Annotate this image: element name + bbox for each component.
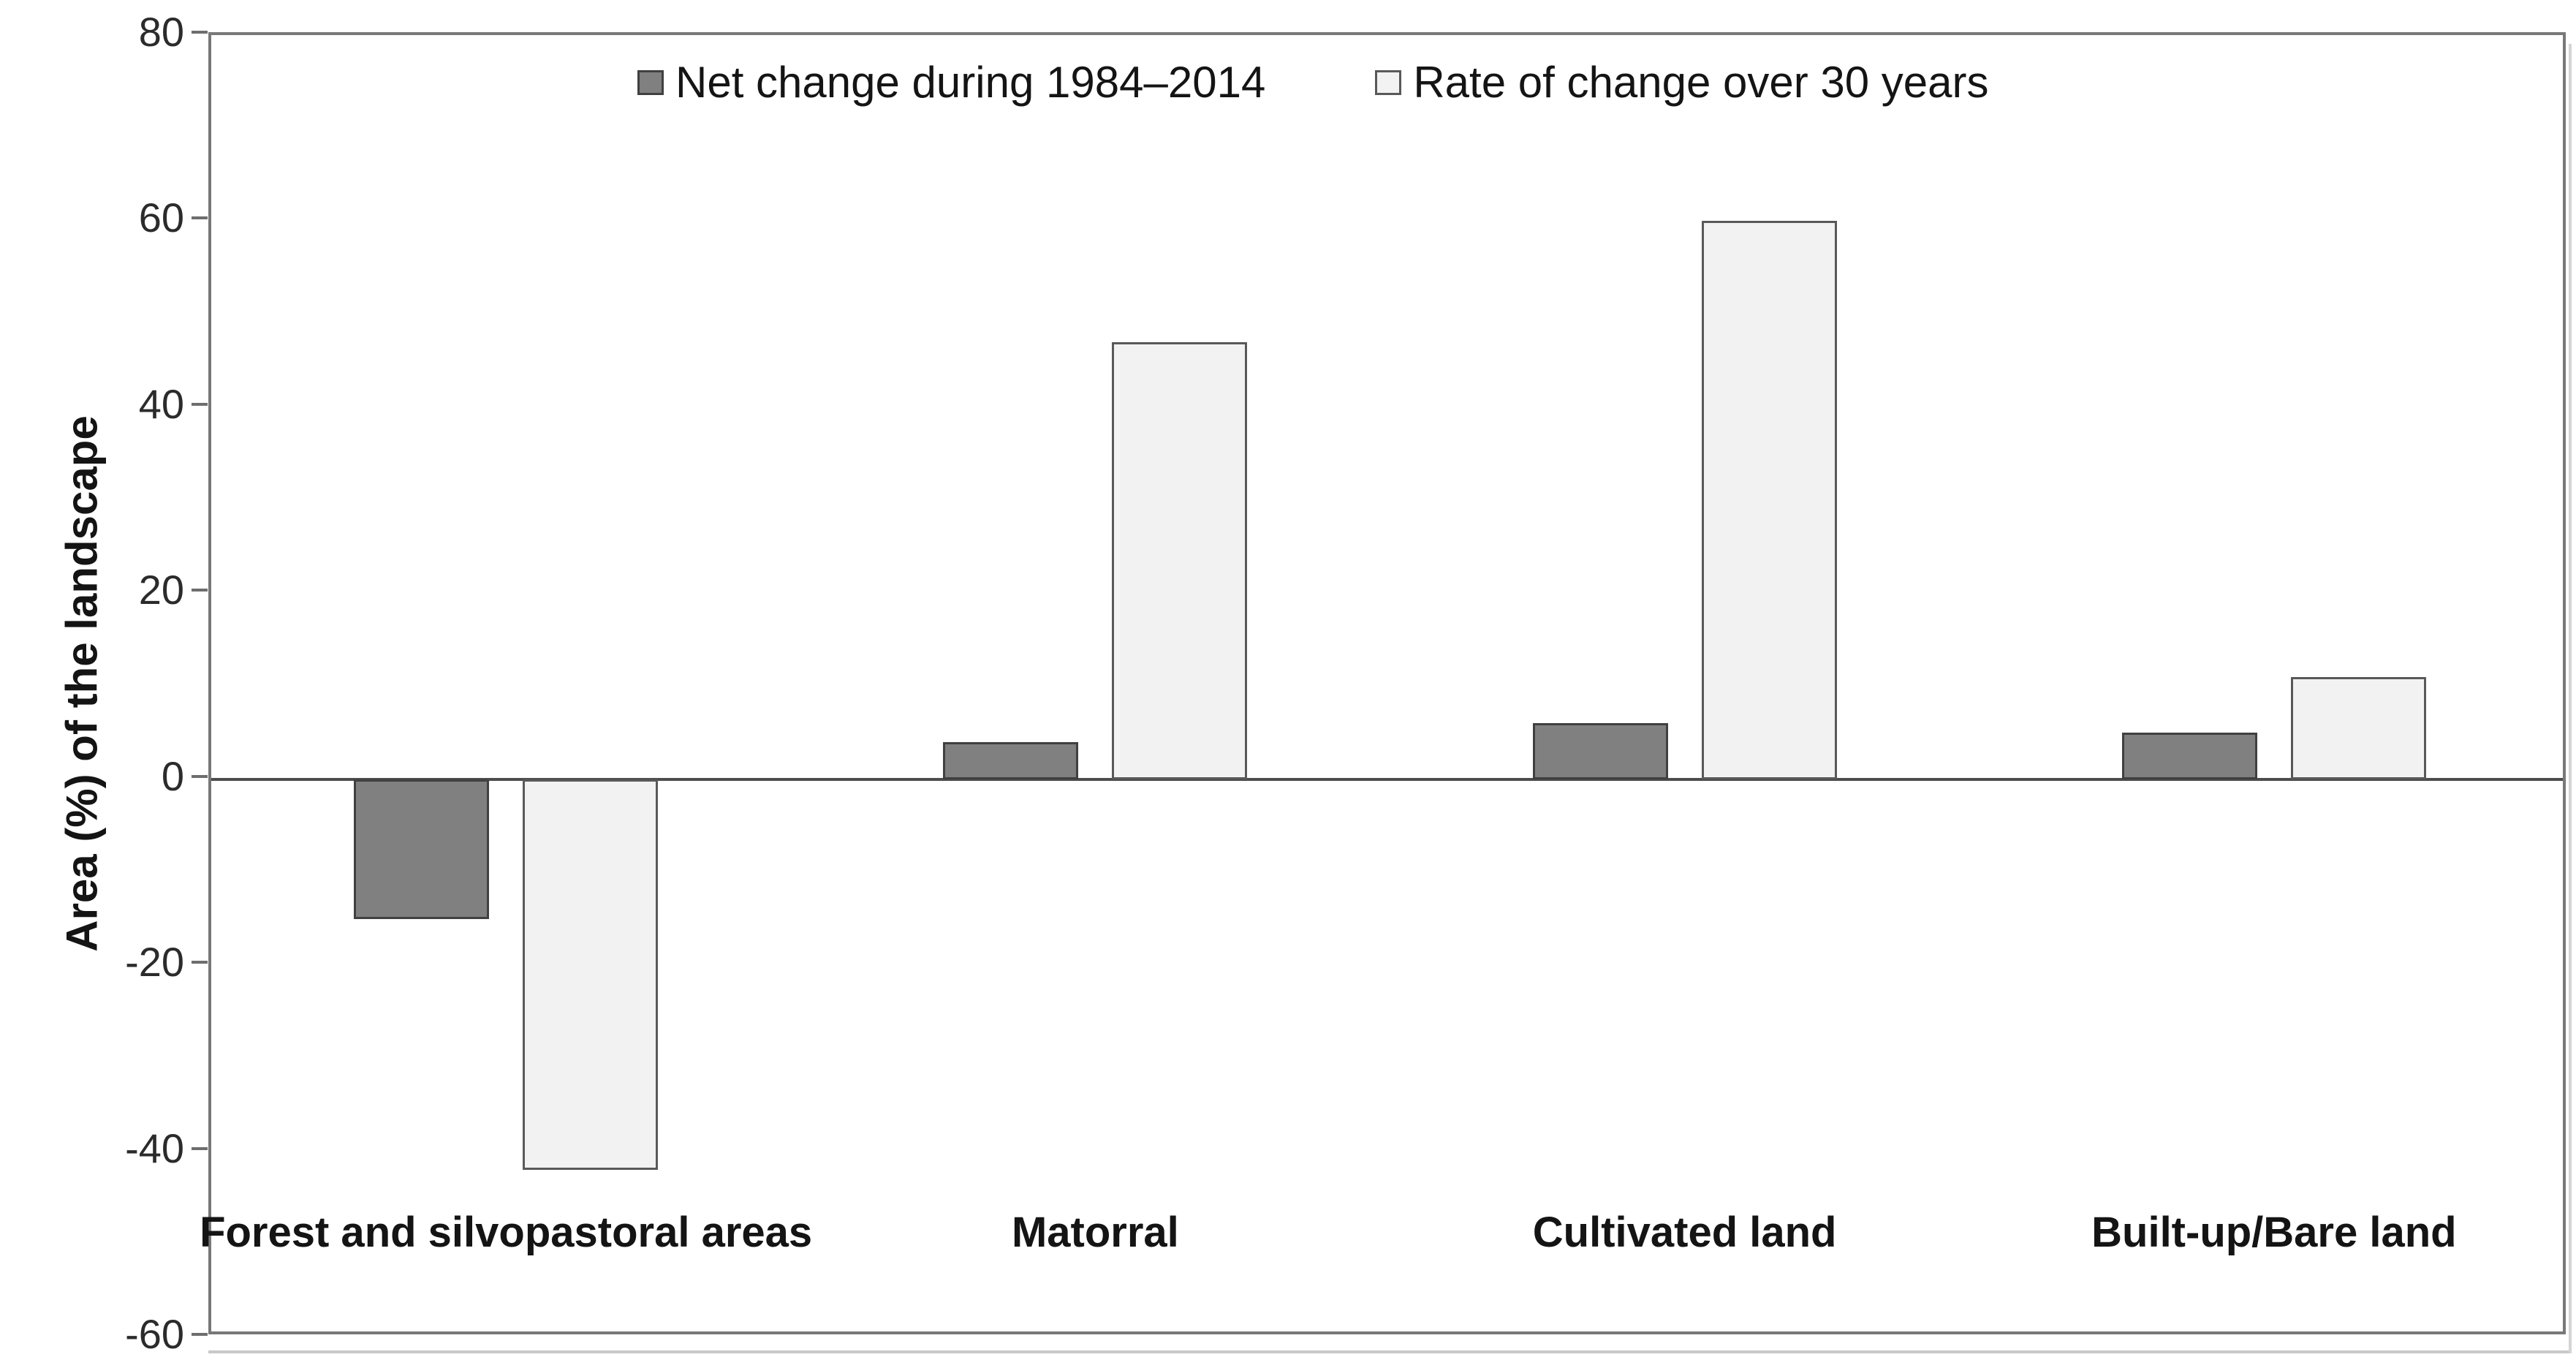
legend-marker-icon — [637, 69, 664, 95]
frame-shadow-right — [2569, 44, 2572, 1353]
y-tick-mark — [192, 31, 208, 34]
legend-label: Rate of change over 30 years — [1413, 58, 1989, 107]
y-tick-label: -40 — [125, 1125, 184, 1171]
y-tick-mark — [192, 1146, 208, 1150]
y-tick-mark — [192, 402, 208, 406]
y-tick-label: -60 — [125, 1311, 184, 1357]
y-tick-mark — [192, 774, 208, 778]
legend-item: Rate of change over 30 years — [1375, 57, 1989, 107]
y-tick-label: 0 — [161, 752, 184, 799]
y-tick-label: 80 — [138, 9, 184, 55]
bar-series0-cat2 — [1532, 723, 1668, 779]
legend: Net change during 1984–2014 Rate of chang… — [637, 57, 1989, 107]
bar-series1-cat0 — [523, 779, 659, 1170]
y-axis-title: Area (%) of the landscape — [57, 415, 107, 952]
x-category-label: Matorral — [1011, 1209, 1179, 1256]
y-tick-label: -20 — [125, 939, 184, 986]
legend-marker-icon — [1375, 69, 1402, 95]
y-tick-mark — [192, 589, 208, 592]
y-tick-mark — [192, 216, 208, 220]
bar-series1-cat2 — [1701, 221, 1837, 779]
zero-baseline — [211, 777, 2563, 781]
y-tick-label: 40 — [138, 380, 184, 427]
legend-label: Net change during 1984–2014 — [675, 58, 1266, 107]
legend-item: Net change during 1984–2014 — [637, 57, 1265, 107]
y-tick-mark — [192, 1333, 208, 1336]
bar-series1-cat3 — [2290, 676, 2426, 779]
x-category-label: Cultivated land — [1532, 1209, 1837, 1256]
frame-shadow-bottom — [208, 1350, 2571, 1353]
y-tick-label: 60 — [138, 194, 184, 241]
bar-series0-cat3 — [2121, 733, 2257, 779]
x-category-label: Built-up/Bare land — [2091, 1209, 2457, 1256]
bar-series0-cat1 — [943, 741, 1079, 779]
x-category-label: Forest and silvopastoral areas — [200, 1209, 813, 1256]
plot-area: Forest and silvopastoral areas Matorral Cu… — [200, 32, 2566, 1334]
y-tick-label: 20 — [138, 567, 184, 613]
bar-series1-cat1 — [1112, 341, 1248, 779]
bar-series0-cat0 — [354, 779, 490, 919]
y-tick-mark — [192, 961, 208, 964]
